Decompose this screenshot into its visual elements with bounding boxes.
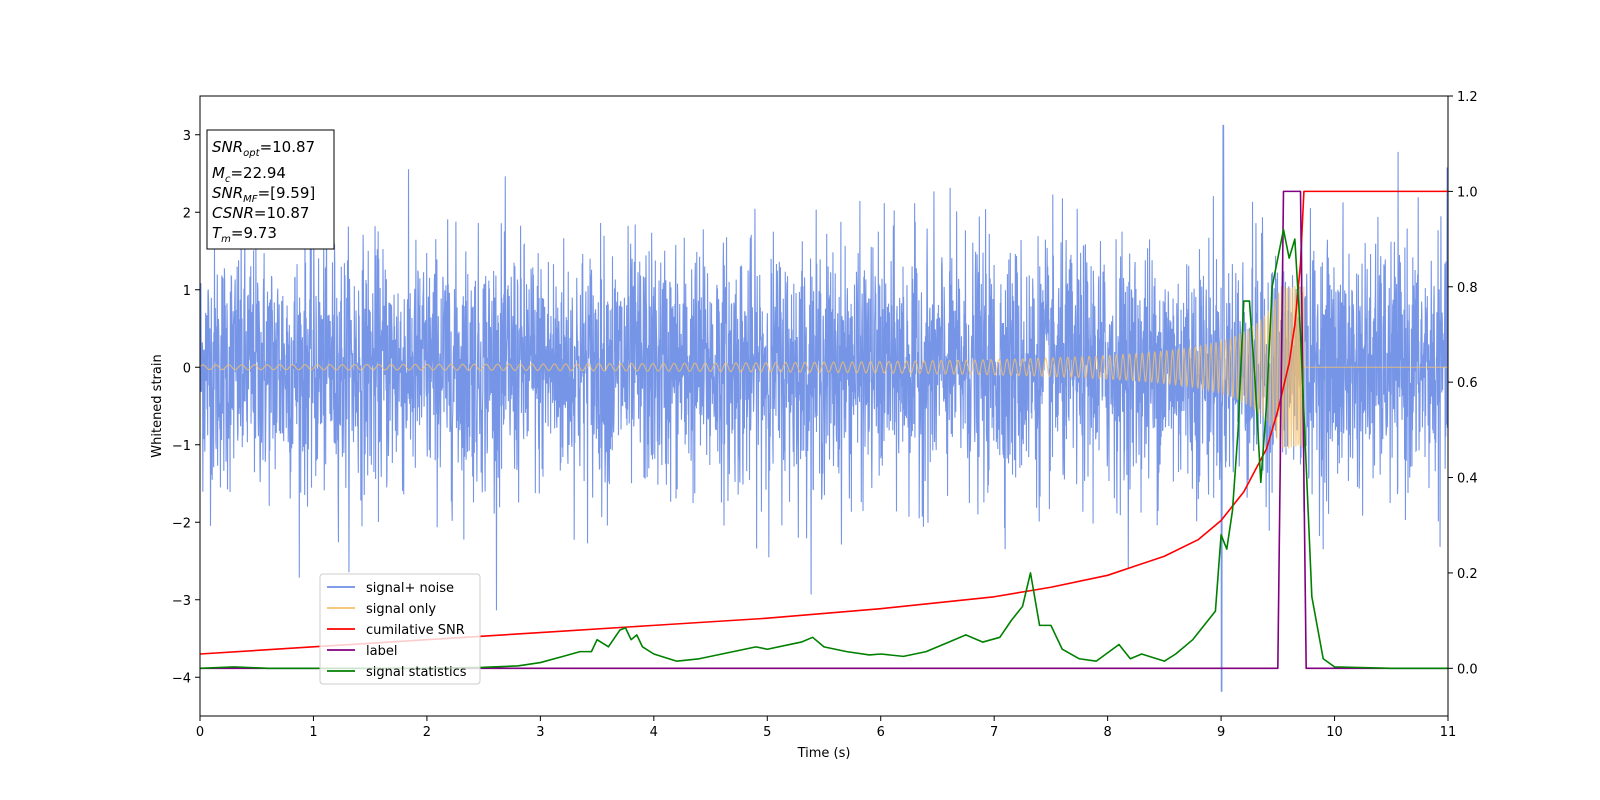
- y-right-tick-label: 1.2: [1457, 90, 1478, 105]
- x-axis: 0 1 2 3 4 5 6 7 8 9 10 11: [196, 716, 1456, 740]
- x-tick-label: 6: [877, 725, 885, 740]
- y-left-tick-label: 0: [183, 361, 191, 376]
- info-snr-mf-subscript: MF: [243, 194, 258, 205]
- info-mc-subscript: c: [225, 174, 231, 185]
- info-tm-symbol: T: [212, 224, 223, 242]
- info-snr-mf-value: =[9.59]: [258, 184, 316, 202]
- y-right-tick-label: 1.0: [1457, 185, 1478, 200]
- y-left-tick-label: 3: [183, 129, 191, 144]
- y-axis-label: Whitened strain: [150, 354, 165, 457]
- series-signal-only: [200, 285, 1448, 449]
- x-tick-label: 11: [1440, 725, 1457, 740]
- info-box-frame: [206, 129, 335, 250]
- legend-frame: [319, 573, 481, 685]
- info-snr-opt-value: =10.87: [260, 138, 316, 156]
- y-axis-left: 3 2 1 0 −1 −2 −3 −4: [172, 129, 200, 686]
- y-left-tick-label: −4: [172, 671, 191, 686]
- axes-frame: [199, 95, 1449, 717]
- legend: signal+ noise signal only cumilative SNR…: [319, 573, 481, 685]
- info-snr-opt-subscript: opt: [243, 148, 260, 159]
- x-tick-label: 8: [1103, 725, 1111, 740]
- legend-label-signal-noise: signal+ noise: [366, 581, 454, 596]
- x-axis-label: Time (s): [797, 746, 851, 761]
- y-right-tick-label: 0.8: [1457, 281, 1478, 296]
- y-left-tick-label: 1: [183, 284, 191, 299]
- info-tm-value: =9.73: [231, 224, 277, 242]
- info-snr-mf: SNRMF=[9.59]: [212, 184, 315, 205]
- info-box: SNRopt=10.87 Mc=22.94 SNRMF=[9.59] CSNR=…: [206, 129, 335, 250]
- x-tick-label: 5: [763, 725, 771, 740]
- series-label: [200, 190, 1448, 670]
- y-axis-right: 1.2 1.0 0.8 0.6 0.4 0.2 0.0: [1448, 90, 1478, 677]
- x-tick-label: 2: [423, 725, 431, 740]
- info-mc-value: =22.94: [230, 164, 286, 182]
- x-tick-label: 7: [990, 725, 998, 740]
- info-snr-opt: SNRopt=10.87: [212, 138, 315, 159]
- x-tick-label: 10: [1326, 725, 1343, 740]
- series-cumulative-snr: [200, 190, 1448, 655]
- x-tick-label: 3: [536, 725, 544, 740]
- y-right-tick-label: 0.4: [1457, 472, 1478, 487]
- y-left-tick-label: 2: [183, 206, 191, 221]
- series-signal-noise: [200, 124, 1448, 692]
- info-csnr: CSNR=10.87: [212, 204, 309, 222]
- x-tick-label: 9: [1217, 725, 1225, 740]
- y-right-tick-label: 0.2: [1457, 567, 1478, 582]
- info-tm: Tm=9.73: [212, 224, 277, 245]
- info-csnr-symbol: CSNR: [212, 204, 254, 222]
- info-snr-opt-symbol: SNR: [212, 138, 243, 156]
- legend-label-signal-only: signal only: [366, 602, 436, 617]
- y-right-tick-label: 0.6: [1457, 376, 1478, 391]
- x-tick-label: 4: [650, 725, 658, 740]
- info-mc: Mc=22.94: [212, 164, 286, 185]
- y-left-tick-label: −2: [172, 516, 191, 531]
- legend-label-cumulative-snr: cumilative SNR: [366, 623, 465, 638]
- legend-label-signal-statistics: signal statistics: [366, 665, 467, 680]
- x-tick-label: 1: [309, 725, 317, 740]
- plot-area: [200, 124, 1448, 692]
- info-snr-mf-symbol: SNR: [212, 184, 243, 202]
- legend-label-label: label: [366, 644, 397, 659]
- y-left-tick-label: −1: [172, 439, 191, 454]
- y-left-tick-label: −3: [172, 594, 191, 609]
- info-mc-symbol: M: [212, 164, 225, 182]
- series-signal-statistics: [200, 228, 1448, 670]
- info-tm-subscript: m: [221, 234, 231, 245]
- info-csnr-value: =10.87: [254, 204, 310, 222]
- x-tick-label: 0: [196, 725, 204, 740]
- y-right-tick-label: 0.0: [1457, 662, 1478, 677]
